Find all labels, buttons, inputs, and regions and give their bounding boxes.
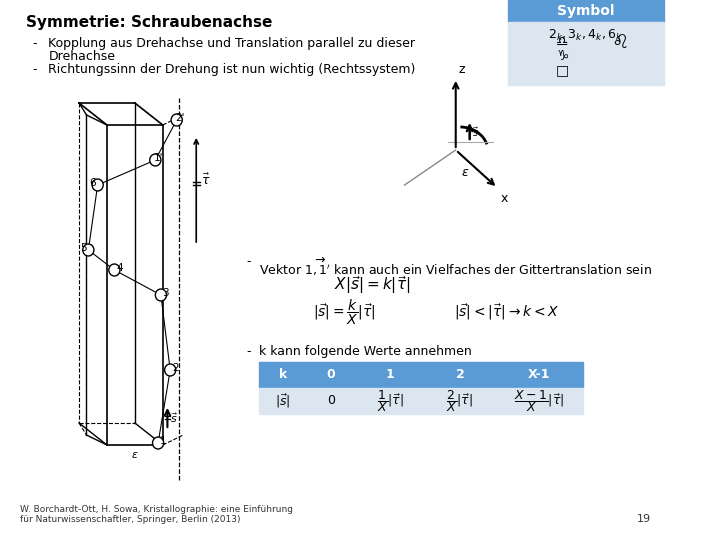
Text: -: -: [246, 255, 251, 268]
Text: $|\vec{s}| < |\vec{\tau}| \rightarrow k < X$: $|\vec{s}| < |\vec{\tau}| \rightarrow k …: [454, 302, 559, 322]
Circle shape: [92, 179, 103, 191]
Circle shape: [165, 364, 176, 376]
Bar: [425, 362, 495, 388]
Text: $|\vec{s}|$: $|\vec{s}|$: [275, 393, 290, 410]
Text: 0: 0: [327, 368, 336, 381]
Text: Richtungssinn der Drehung ist nun wichtig (Rechtssystem): Richtungssinn der Drehung ist nun wichti…: [48, 63, 415, 76]
Text: 1: 1: [160, 436, 166, 446]
Text: -: -: [32, 37, 37, 50]
Text: $\vec{\tau}$: $\vec{\tau}$: [201, 172, 210, 187]
Bar: [307, 388, 355, 414]
Text: k: k: [279, 368, 287, 381]
Text: $|\vec{s}| = \dfrac{k}{X}|\vec{\tau}|$: $|\vec{s}| = \dfrac{k}{X}|\vec{\tau}|$: [312, 298, 376, 327]
Text: ♎: ♎: [557, 35, 569, 49]
Text: X-1: X-1: [528, 368, 550, 381]
Text: -: -: [32, 63, 37, 76]
Text: 6: 6: [89, 178, 96, 188]
Text: 2': 2': [176, 113, 185, 123]
Bar: [495, 362, 583, 388]
Bar: [307, 362, 355, 388]
Circle shape: [109, 264, 120, 276]
Text: -: -: [246, 345, 251, 358]
Text: $\dfrac{2}{X}|\vec{\tau}|$: $\dfrac{2}{X}|\vec{\tau}|$: [446, 388, 474, 414]
Text: $\vec{s}$: $\vec{s}$: [472, 125, 480, 139]
Text: 4: 4: [116, 263, 123, 273]
Circle shape: [171, 114, 182, 126]
Circle shape: [150, 154, 161, 166]
Text: Symbol: Symbol: [557, 4, 615, 18]
Bar: [495, 388, 583, 414]
Circle shape: [156, 289, 166, 301]
Text: ♑: ♑: [557, 49, 569, 63]
Text: $\dfrac{X-1}{X}|\vec{\tau}|$: $\dfrac{X-1}{X}|\vec{\tau}|$: [514, 388, 564, 414]
Text: Vektor $\overrightarrow{1,1^{\prime}}$ kann auch ein Vielfaches der Gittertransl: Vektor $\overrightarrow{1,1^{\prime}}$ k…: [258, 255, 652, 278]
Text: $X|\vec{s}| = k|\vec{\tau}|$: $X|\vec{s}| = k|\vec{\tau}|$: [334, 274, 410, 296]
Text: $2_k, 3_k, 4_k, 6_k$: $2_k, 3_k, 4_k, 6_k$: [549, 28, 624, 43]
Bar: [355, 388, 425, 414]
Text: k kann folgende Werte annehmen: k kann folgende Werte annehmen: [258, 345, 472, 358]
Text: Kopplung aus Drehachse und Translation parallel zu dieser: Kopplung aus Drehachse und Translation p…: [48, 37, 415, 50]
Text: 2: 2: [172, 363, 179, 373]
Bar: [508, 22, 664, 85]
Bar: [258, 388, 307, 414]
Text: $\varepsilon$: $\varepsilon$: [131, 450, 139, 460]
Bar: [258, 362, 307, 388]
Text: $\varepsilon$: $\varepsilon$: [461, 166, 469, 179]
Circle shape: [153, 437, 163, 449]
Text: 19: 19: [637, 514, 651, 524]
Text: $\dfrac{1}{X}|\vec{\tau}|$: $\dfrac{1}{X}|\vec{\tau}|$: [377, 388, 404, 414]
Text: z: z: [459, 63, 465, 76]
Text: ♌: ♌: [611, 32, 629, 51]
Text: 1: 1: [386, 368, 395, 381]
Text: $\vec{s}$: $\vec{s}$: [170, 411, 179, 425]
Text: Symmetrie: Schraubenachse: Symmetrie: Schraubenachse: [26, 15, 272, 30]
Text: 0: 0: [327, 395, 335, 408]
Circle shape: [83, 244, 94, 256]
Bar: [508, 0, 664, 22]
Text: □: □: [556, 63, 569, 77]
Text: W. Borchardt-Ott, H. Sowa, Kristallographie: eine Einführung
für Naturwissenscha: W. Borchardt-Ott, H. Sowa, Kristallograp…: [20, 504, 294, 524]
Bar: [425, 388, 495, 414]
Text: 3: 3: [163, 288, 169, 298]
Text: 5: 5: [80, 243, 86, 253]
Text: 2: 2: [456, 368, 464, 381]
Text: 1': 1': [154, 153, 163, 163]
Text: x: x: [500, 192, 508, 205]
Text: Drehachse: Drehachse: [48, 50, 115, 63]
Bar: [355, 362, 425, 388]
